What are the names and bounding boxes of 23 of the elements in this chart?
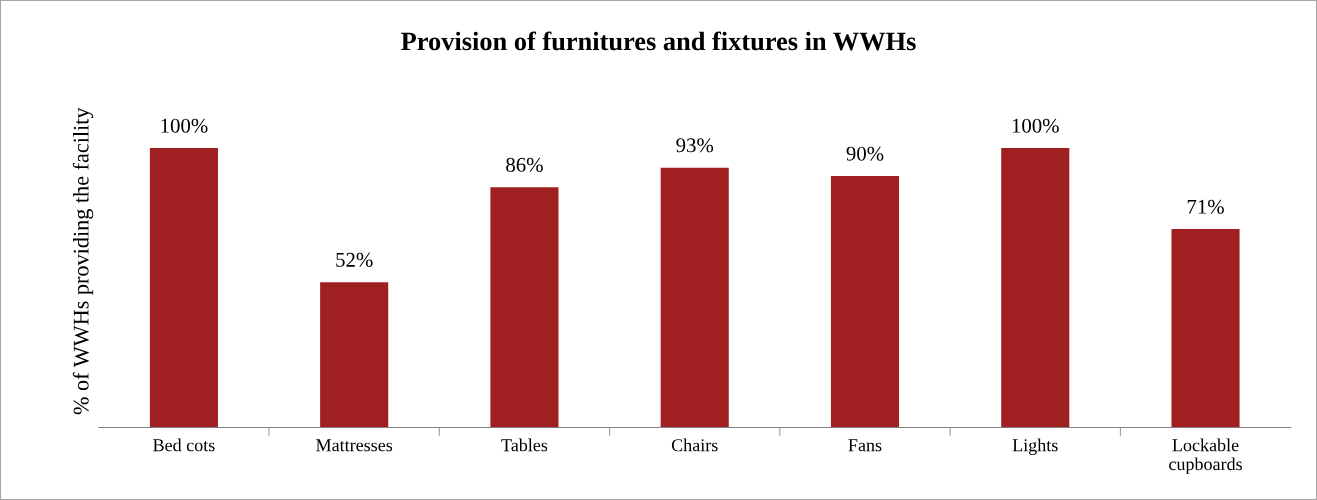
x-tick-label: Bed cots	[153, 438, 215, 452]
chart-title: Provision of furnitures and fixtures in WWHs	[401, 31, 916, 51]
data-label: 52%	[336, 252, 373, 267]
bar	[490, 187, 559, 428]
bar	[660, 167, 729, 428]
x-tick-label: Lights	[1012, 438, 1058, 456]
x-tick-label: Mattresses	[316, 439, 393, 452]
data-label: 100%	[1012, 118, 1059, 133]
bar	[1001, 148, 1070, 428]
y-axis-title: % of WWHs providing the facility	[72, 107, 94, 415]
bar	[830, 176, 900, 428]
bar	[320, 282, 389, 428]
x-tick-label: Tables	[501, 438, 548, 452]
x-tick-label: Fans	[848, 439, 882, 452]
data-label: 71%	[1187, 199, 1224, 214]
bar	[149, 148, 218, 428]
data-label: 90%	[846, 146, 884, 161]
data-label: 93%	[676, 138, 714, 153]
bar	[1171, 229, 1240, 428]
data-label: 100%	[161, 118, 208, 133]
x-tick-label: Chairs	[671, 438, 718, 452]
data-label: 86%	[506, 157, 543, 172]
x-tick-label: Lockable cupboards	[1169, 438, 1242, 474]
